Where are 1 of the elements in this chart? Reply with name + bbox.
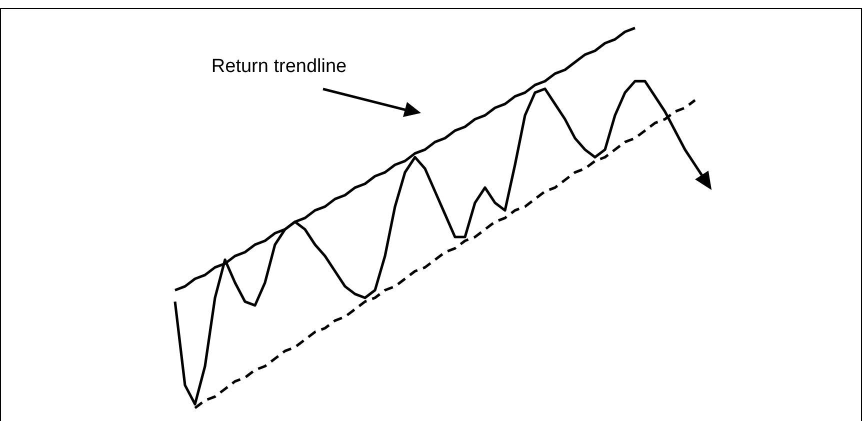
annotation: Return trendline (211, 56, 347, 77)
